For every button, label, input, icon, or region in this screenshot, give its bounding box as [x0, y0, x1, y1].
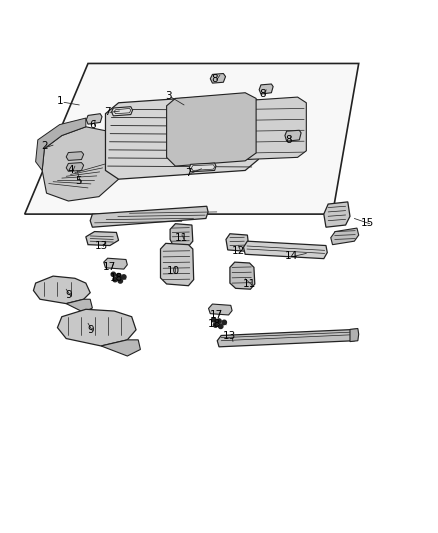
- Circle shape: [113, 277, 117, 282]
- Text: 2: 2: [41, 141, 48, 151]
- Circle shape: [222, 320, 226, 325]
- Text: 14: 14: [284, 251, 298, 261]
- Polygon shape: [25, 63, 359, 214]
- Polygon shape: [66, 152, 84, 160]
- Polygon shape: [217, 329, 358, 347]
- Circle shape: [111, 272, 116, 277]
- Polygon shape: [210, 74, 226, 83]
- Polygon shape: [66, 299, 92, 312]
- Polygon shape: [226, 234, 249, 251]
- Polygon shape: [57, 309, 136, 346]
- Circle shape: [212, 318, 216, 322]
- Text: 15: 15: [361, 218, 374, 228]
- Polygon shape: [86, 114, 102, 124]
- Circle shape: [213, 323, 218, 327]
- Text: 9: 9: [87, 325, 93, 335]
- Polygon shape: [331, 228, 359, 245]
- Polygon shape: [324, 202, 350, 227]
- Circle shape: [117, 273, 121, 278]
- Text: 4: 4: [67, 165, 74, 175]
- Circle shape: [122, 275, 126, 279]
- Text: 11: 11: [243, 279, 256, 289]
- Text: 8: 8: [286, 135, 292, 145]
- Polygon shape: [259, 84, 273, 94]
- Polygon shape: [112, 107, 133, 116]
- Polygon shape: [106, 94, 258, 179]
- Polygon shape: [350, 328, 359, 342]
- Polygon shape: [33, 276, 90, 304]
- Text: 13: 13: [95, 240, 108, 251]
- Polygon shape: [166, 93, 256, 166]
- Text: 12: 12: [232, 246, 245, 256]
- Text: 8: 8: [259, 89, 266, 99]
- Text: 3: 3: [166, 91, 172, 101]
- Polygon shape: [66, 163, 84, 171]
- Text: 17: 17: [210, 310, 223, 319]
- Text: 18: 18: [110, 273, 123, 283]
- Circle shape: [219, 324, 223, 328]
- Polygon shape: [160, 244, 194, 286]
- Text: 1: 1: [57, 96, 63, 107]
- Polygon shape: [245, 97, 306, 159]
- Polygon shape: [208, 304, 232, 315]
- Polygon shape: [244, 241, 327, 259]
- Circle shape: [217, 319, 221, 323]
- Text: 11: 11: [175, 233, 188, 243]
- Text: 9: 9: [65, 290, 72, 300]
- Polygon shape: [285, 130, 301, 141]
- Text: 7: 7: [185, 168, 192, 177]
- Text: 13: 13: [223, 332, 237, 341]
- Text: 18: 18: [208, 319, 221, 329]
- Text: 10: 10: [166, 266, 180, 276]
- Polygon shape: [189, 163, 216, 172]
- Text: 17: 17: [103, 262, 117, 272]
- Text: 6: 6: [89, 119, 95, 130]
- Polygon shape: [42, 127, 121, 201]
- Polygon shape: [35, 118, 86, 171]
- Text: 5: 5: [75, 176, 82, 187]
- Polygon shape: [90, 206, 208, 227]
- Polygon shape: [86, 231, 119, 246]
- Text: 8: 8: [211, 74, 218, 84]
- Polygon shape: [101, 340, 141, 356]
- Polygon shape: [230, 262, 255, 289]
- Polygon shape: [104, 258, 127, 269]
- Circle shape: [118, 279, 123, 283]
- Polygon shape: [170, 224, 193, 246]
- Text: 7: 7: [104, 107, 111, 117]
